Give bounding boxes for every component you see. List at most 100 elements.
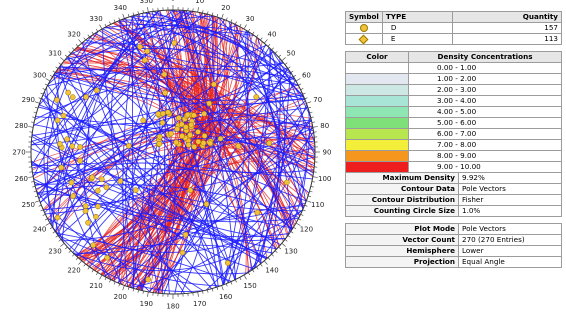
azimuth-tick bbox=[44, 83, 48, 86]
density-table: Color Density Concentrations 0.00 - 1.00… bbox=[345, 51, 562, 173]
azimuth-tick bbox=[38, 204, 42, 207]
great-circle bbox=[42, 94, 314, 174]
great-circle bbox=[211, 15, 262, 264]
density-range: 0.00 - 1.00 bbox=[408, 62, 562, 74]
pole-marker bbox=[103, 184, 110, 191]
great-circle bbox=[61, 24, 238, 241]
stat-label: Maximum Density bbox=[345, 172, 459, 184]
azimuth-tick bbox=[55, 235, 59, 238]
pole-marker bbox=[159, 119, 166, 126]
density-swatch bbox=[345, 84, 409, 96]
azimuth-tick bbox=[225, 17, 228, 21]
azimuth-tick bbox=[230, 19, 233, 23]
great-circle bbox=[53, 67, 305, 98]
azimuth-tick bbox=[104, 277, 107, 281]
pole-marker bbox=[93, 213, 99, 220]
pole-marker bbox=[168, 130, 174, 137]
great-circle bbox=[94, 17, 219, 271]
pole-marker bbox=[54, 97, 60, 103]
symbol-cell bbox=[345, 33, 383, 45]
azimuth-label: 270 bbox=[12, 149, 25, 157]
density-row: 0.00 - 1.00 bbox=[345, 62, 562, 74]
azimuth-label: 210 bbox=[89, 282, 102, 290]
density-swatch bbox=[345, 139, 409, 151]
pole-marker bbox=[145, 276, 151, 283]
azimuth-tick bbox=[99, 274, 103, 280]
azimuth-tick bbox=[221, 285, 224, 291]
pole-marker bbox=[90, 242, 97, 249]
symbol-row: D 157 bbox=[345, 22, 562, 34]
symbol-cell bbox=[345, 22, 383, 34]
setting-value: 270 (270 Entries) bbox=[458, 234, 562, 246]
azimuth-label: 150 bbox=[243, 282, 256, 290]
azimuth-label: 260 bbox=[15, 175, 28, 183]
great-circle bbox=[53, 74, 305, 105]
azimuth-label: 70 bbox=[313, 96, 322, 104]
pole-marker bbox=[178, 121, 185, 128]
pole-marker bbox=[179, 249, 186, 256]
quantity-cell: 157 bbox=[452, 22, 562, 34]
great-circle bbox=[118, 20, 176, 294]
azimuth-tick bbox=[32, 116, 36, 118]
symbol-header: Symbol bbox=[345, 11, 383, 23]
great-circle bbox=[76, 119, 312, 257]
color-swatch bbox=[346, 63, 408, 73]
great-circle bbox=[102, 28, 185, 294]
azimuth-tick bbox=[306, 200, 312, 203]
pole-marker bbox=[69, 143, 76, 150]
pole-marker bbox=[104, 254, 111, 261]
azimuth-tick bbox=[118, 283, 121, 287]
great-circle bbox=[122, 13, 140, 287]
density-swatch bbox=[345, 128, 409, 140]
pole-marker bbox=[173, 139, 180, 146]
info-row: Vector Count 270 (270 Entries) bbox=[345, 234, 562, 246]
setting-value: Pole Vectors bbox=[458, 223, 562, 235]
azimuth-label: 240 bbox=[33, 226, 46, 234]
great-circle bbox=[32, 10, 192, 178]
great-circle bbox=[245, 109, 310, 275]
azimuth-tick bbox=[99, 24, 103, 30]
azimuth-label: 160 bbox=[219, 293, 232, 301]
azimuth-tick bbox=[216, 14, 219, 17]
azimuth-tick bbox=[243, 24, 247, 30]
pole-marker bbox=[284, 179, 290, 186]
stats-table: Maximum Density 9.92% Contour Data Pole Vec… bbox=[345, 172, 562, 217]
pole-marker bbox=[253, 94, 260, 100]
great-circle bbox=[34, 75, 299, 120]
pole-marker bbox=[191, 112, 197, 119]
great-circle bbox=[168, 9, 213, 294]
pole-marker bbox=[64, 136, 70, 143]
azimuth-tick bbox=[127, 14, 130, 17]
pole-marker bbox=[65, 89, 72, 96]
azimuth-tick bbox=[55, 66, 59, 69]
pole-marker bbox=[195, 129, 201, 135]
azimuth-label: 280 bbox=[15, 122, 28, 130]
azimuth-tick bbox=[256, 266, 259, 270]
type-header: TYPE bbox=[381, 11, 454, 23]
pole-marker bbox=[156, 140, 163, 147]
great-circle bbox=[72, 137, 315, 253]
pole-marker bbox=[93, 87, 100, 94]
pole-marker bbox=[125, 143, 132, 149]
great-circle bbox=[31, 161, 277, 250]
great-circle bbox=[81, 43, 294, 229]
azimuth-tick bbox=[127, 287, 130, 290]
azimuth-label: 90 bbox=[323, 149, 332, 157]
great-circle bbox=[34, 181, 299, 223]
great-circle bbox=[120, 19, 297, 83]
stat-value: 9.92% bbox=[458, 172, 562, 184]
great-circle bbox=[55, 72, 304, 101]
azimuth-tick bbox=[310, 186, 314, 188]
diamond-icon bbox=[359, 34, 369, 44]
great-circle bbox=[74, 49, 315, 169]
color-swatch bbox=[346, 74, 408, 84]
azimuth-tick bbox=[28, 126, 34, 128]
great-circle bbox=[125, 12, 204, 291]
setting-label: Projection bbox=[345, 256, 459, 268]
azimuth-tick bbox=[295, 222, 301, 226]
density-swatch bbox=[345, 161, 409, 173]
azimuth-label: 110 bbox=[311, 201, 324, 209]
density-swatch bbox=[345, 73, 409, 85]
density-row: 5.00 - 6.00 bbox=[345, 117, 562, 129]
azimuth-tick bbox=[137, 289, 139, 293]
